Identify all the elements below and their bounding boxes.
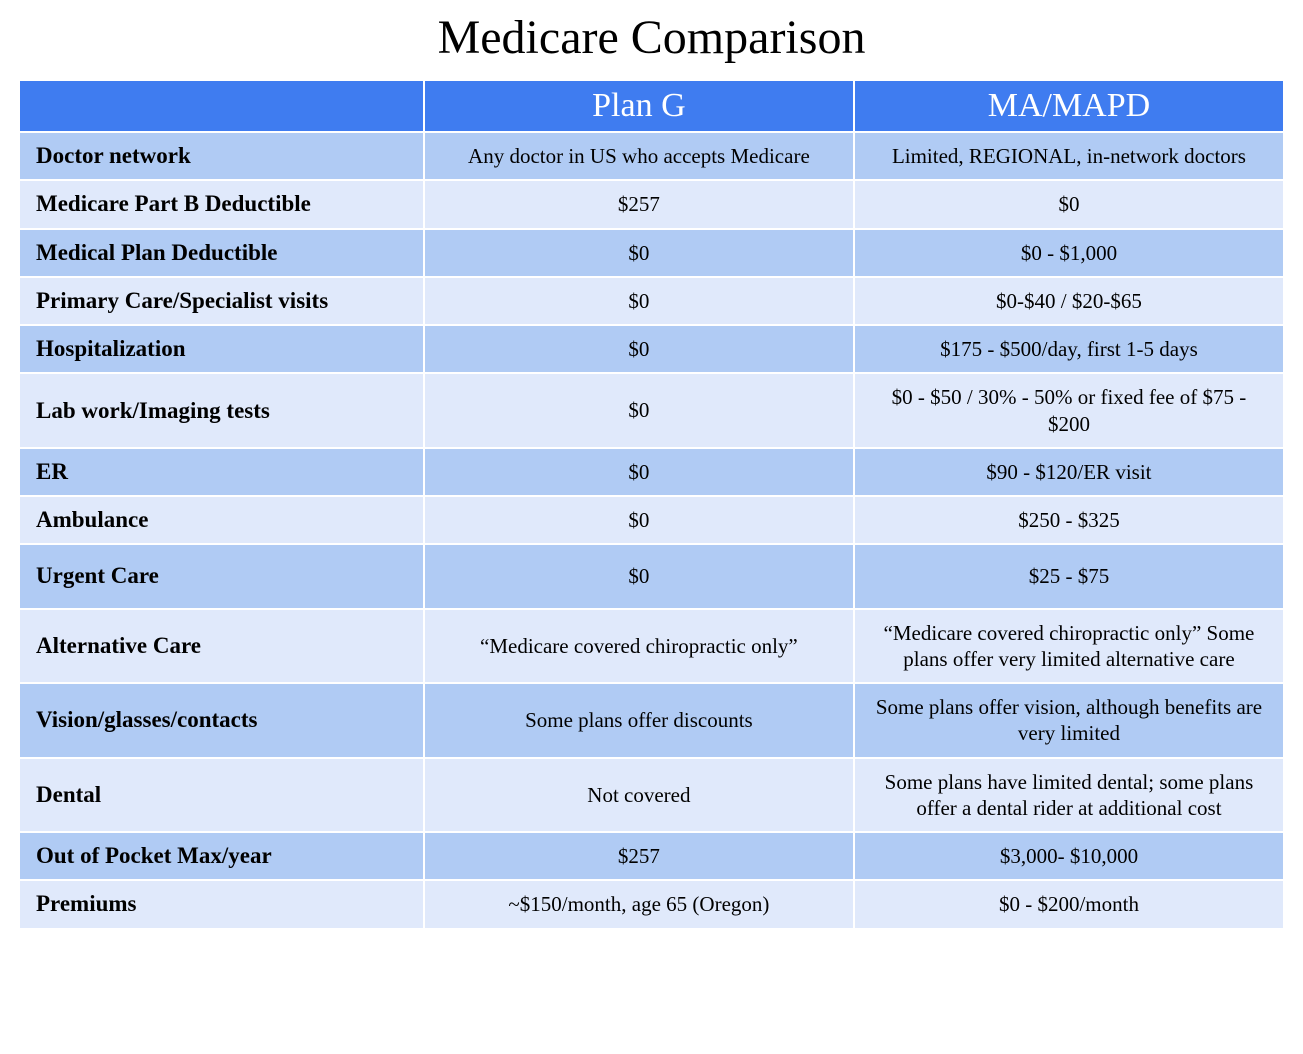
row-ma-mapd: $175 - $500/day, first 1-5 days xyxy=(855,326,1283,372)
row-plan-g: $0 xyxy=(425,278,853,324)
table-row: DentalNot coveredSome plans have limited… xyxy=(20,759,1283,832)
row-plan-g: Not covered xyxy=(425,759,853,832)
table-row: Medicare Part B Deductible$257$0 xyxy=(20,181,1283,227)
row-ma-mapd: $0 xyxy=(855,181,1283,227)
header-empty xyxy=(20,81,423,131)
table-row: ER$0$90 - $120/ER visit xyxy=(20,449,1283,495)
row-plan-g: $0 xyxy=(425,449,853,495)
page-title: Medicare Comparison xyxy=(18,10,1285,65)
table-row: Vision/glasses/contactsSome plans offer … xyxy=(20,684,1283,757)
row-label: Out of Pocket Max/year xyxy=(20,833,423,879)
row-label: Medicare Part B Deductible xyxy=(20,181,423,227)
row-ma-mapd: “Medicare covered chiropractic only” Som… xyxy=(855,610,1283,683)
row-ma-mapd: $250 - $325 xyxy=(855,497,1283,543)
table-row: Alternative Care“Medicare covered chirop… xyxy=(20,610,1283,683)
row-label: Hospitalization xyxy=(20,326,423,372)
table-row: Primary Care/Specialist visits$0$0-$40 /… xyxy=(20,278,1283,324)
row-plan-g: $257 xyxy=(425,833,853,879)
row-ma-mapd: Some plans have limited dental; some pla… xyxy=(855,759,1283,832)
row-label: Vision/glasses/contacts xyxy=(20,684,423,757)
row-ma-mapd: $0 - $1,000 xyxy=(855,230,1283,276)
table-row: Medical Plan Deductible$0$0 - $1,000 xyxy=(20,230,1283,276)
row-ma-mapd: Some plans offer vision, although benefi… xyxy=(855,684,1283,757)
table-row: Out of Pocket Max/year$257$3,000- $10,00… xyxy=(20,833,1283,879)
row-ma-mapd: $90 - $120/ER visit xyxy=(855,449,1283,495)
row-plan-g: $0 xyxy=(425,497,853,543)
row-plan-g: $0 xyxy=(425,374,853,447)
row-label: Doctor network xyxy=(20,133,423,179)
row-label: Premiums xyxy=(20,881,423,927)
comparison-table: Plan G MA/MAPD Doctor networkAny doctor … xyxy=(18,79,1285,930)
row-label: Lab work/Imaging tests xyxy=(20,374,423,447)
header-row: Plan G MA/MAPD xyxy=(20,81,1283,131)
row-plan-g: Some plans offer discounts xyxy=(425,684,853,757)
row-plan-g: ~$150/month, age 65 (Oregon) xyxy=(425,881,853,927)
row-plan-g: $257 xyxy=(425,181,853,227)
header-ma-mapd: MA/MAPD xyxy=(855,81,1283,131)
row-label: Dental xyxy=(20,759,423,832)
row-ma-mapd: Limited, REGIONAL, in-network doctors xyxy=(855,133,1283,179)
row-label: Medical Plan Deductible xyxy=(20,230,423,276)
row-ma-mapd: $0 - $50 / 30% - 50% or fixed fee of $75… xyxy=(855,374,1283,447)
table-row: Urgent Care$0$25 - $75 xyxy=(20,545,1283,607)
table-row: Ambulance$0$250 - $325 xyxy=(20,497,1283,543)
row-plan-g: “Medicare covered chiropractic only” xyxy=(425,610,853,683)
table-row: Doctor networkAny doctor in US who accep… xyxy=(20,133,1283,179)
row-ma-mapd: $0-$40 / $20-$65 xyxy=(855,278,1283,324)
table-body: Doctor networkAny doctor in US who accep… xyxy=(20,133,1283,928)
table-row: Hospitalization$0$175 - $500/day, first … xyxy=(20,326,1283,372)
row-label: ER xyxy=(20,449,423,495)
row-label: Primary Care/Specialist visits xyxy=(20,278,423,324)
table-row: Lab work/Imaging tests$0$0 - $50 / 30% -… xyxy=(20,374,1283,447)
row-ma-mapd: $0 - $200/month xyxy=(855,881,1283,927)
table-row: Premiums~$150/month, age 65 (Oregon)$0 -… xyxy=(20,881,1283,927)
row-label: Urgent Care xyxy=(20,545,423,607)
row-label: Ambulance xyxy=(20,497,423,543)
row-plan-g: Any doctor in US who accepts Medicare xyxy=(425,133,853,179)
row-ma-mapd: $3,000- $10,000 xyxy=(855,833,1283,879)
row-ma-mapd: $25 - $75 xyxy=(855,545,1283,607)
row-plan-g: $0 xyxy=(425,545,853,607)
row-label: Alternative Care xyxy=(20,610,423,683)
header-plan-g: Plan G xyxy=(425,81,853,131)
row-plan-g: $0 xyxy=(425,326,853,372)
row-plan-g: $0 xyxy=(425,230,853,276)
